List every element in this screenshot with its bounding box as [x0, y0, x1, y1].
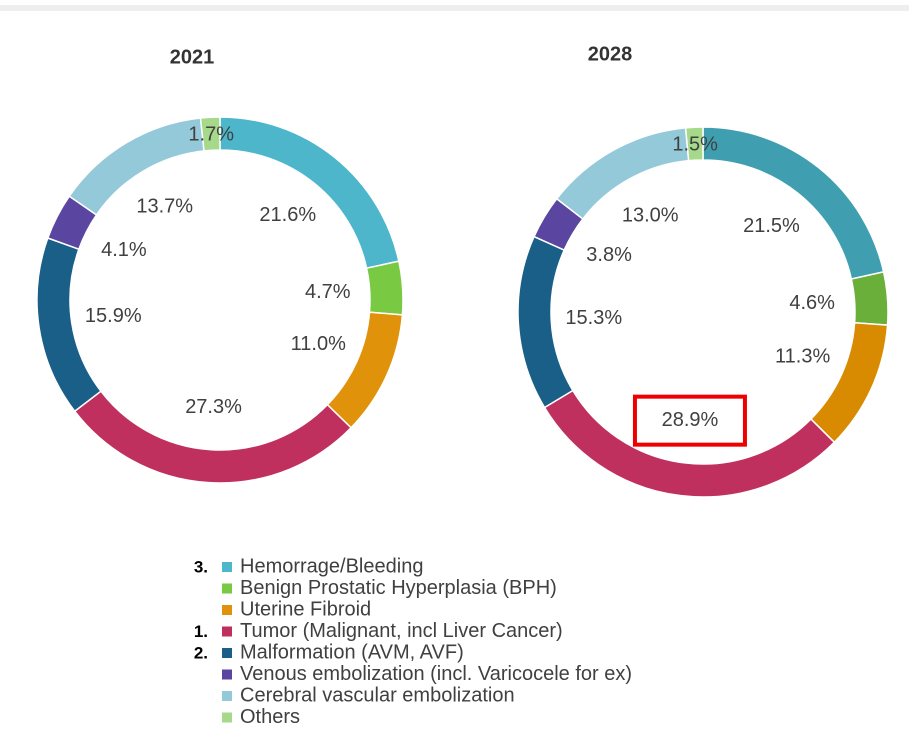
data-label: 1.5% — [672, 133, 718, 155]
data-label: 13.0% — [622, 204, 679, 226]
legend-swatch — [222, 691, 232, 701]
legend-label: Venous embolization (incl. Varicocele fo… — [240, 663, 632, 685]
data-label: 27.3% — [185, 396, 242, 418]
donut-segment — [365, 260, 404, 316]
donut-segment — [684, 126, 704, 162]
data-label: 15.9% — [85, 305, 142, 327]
legend-swatch — [222, 562, 232, 572]
data-label: 28.9% — [662, 409, 719, 431]
legend-label: Uterine Fibroid — [240, 598, 371, 620]
legend-label: Cerebral vascular embolization — [240, 684, 515, 706]
highlight-box — [632, 394, 747, 447]
data-label: 11.0% — [291, 333, 346, 355]
donut-segment — [199, 116, 221, 152]
legend-rank: 2. — [194, 643, 208, 662]
legend-swatch — [222, 605, 232, 615]
legend-label: Tumor (Malignant, incl Liver Cancer) — [240, 620, 563, 642]
chart-title: 2021 — [170, 46, 215, 68]
legend-label: Others — [240, 706, 300, 728]
legend-label: Benign Prostatic Hyperplasia (BPH) — [240, 577, 557, 599]
data-label: 21.5% — [743, 215, 800, 237]
chart-title: 2028 — [588, 43, 633, 65]
donut-segment — [850, 270, 889, 326]
data-label: 21.6% — [259, 204, 316, 226]
legend-swatch — [222, 669, 232, 680]
data-label: 4.7% — [305, 281, 351, 303]
data-label: 4.1% — [101, 239, 147, 261]
legend-label: Hemorrage/Bleeding — [240, 555, 423, 577]
data-label: 1.7% — [188, 124, 234, 146]
legend-swatch — [222, 626, 232, 637]
data-label: 4.6% — [789, 292, 835, 314]
data-label: 3.8% — [586, 244, 632, 266]
data-label: 13.7% — [136, 195, 193, 217]
data-label: 11.3% — [775, 346, 830, 368]
legend-swatch — [222, 583, 232, 594]
legend-rank: 1. — [194, 622, 208, 641]
legend-rank: 3. — [194, 557, 208, 576]
legend-swatch — [222, 648, 232, 658]
legend-label: Malformation (AVM, AVF) — [240, 641, 464, 663]
legend-swatch — [222, 712, 232, 723]
data-label: 15.3% — [565, 307, 622, 329]
